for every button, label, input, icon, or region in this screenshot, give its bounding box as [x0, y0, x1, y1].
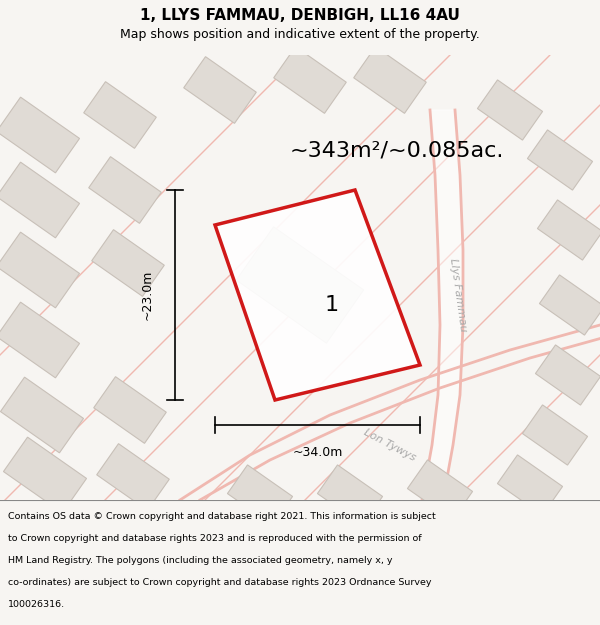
Text: 1: 1	[324, 295, 338, 315]
Text: to Crown copyright and database rights 2023 and is reproduced with the permissio: to Crown copyright and database rights 2…	[8, 534, 422, 543]
Polygon shape	[4, 437, 86, 513]
Polygon shape	[523, 405, 587, 465]
Text: 1, LLYS FAMMAU, DENBIGH, LL16 4AU: 1, LLYS FAMMAU, DENBIGH, LL16 4AU	[140, 8, 460, 23]
Text: Lon Tywys: Lon Tywys	[362, 427, 418, 463]
Text: ~23.0m: ~23.0m	[140, 270, 154, 320]
Polygon shape	[538, 200, 600, 260]
Polygon shape	[422, 110, 463, 500]
Polygon shape	[1, 377, 83, 453]
Polygon shape	[92, 229, 164, 296]
Polygon shape	[497, 455, 563, 515]
Polygon shape	[184, 57, 256, 123]
Polygon shape	[0, 232, 80, 308]
Text: Contains OS data © Crown copyright and database right 2021. This information is : Contains OS data © Crown copyright and d…	[8, 512, 436, 521]
Text: HM Land Registry. The polygons (including the associated geometry, namely x, y: HM Land Registry. The polygons (includin…	[8, 556, 392, 565]
Polygon shape	[227, 465, 293, 525]
Text: ~34.0m: ~34.0m	[292, 446, 343, 459]
Polygon shape	[354, 47, 426, 113]
Polygon shape	[317, 465, 383, 525]
Polygon shape	[94, 377, 166, 443]
Polygon shape	[274, 47, 346, 113]
Polygon shape	[539, 275, 600, 335]
Polygon shape	[535, 345, 600, 405]
Text: 100026316.: 100026316.	[8, 600, 65, 609]
Polygon shape	[0, 302, 80, 378]
Polygon shape	[0, 97, 80, 173]
Text: co-ordinates) are subject to Crown copyright and database rights 2023 Ordnance S: co-ordinates) are subject to Crown copyr…	[8, 578, 431, 587]
Text: ~343m²/~0.085ac.: ~343m²/~0.085ac.	[290, 140, 505, 160]
Polygon shape	[527, 130, 593, 190]
Text: Llys Fammau: Llys Fammau	[448, 258, 468, 332]
Polygon shape	[407, 460, 473, 520]
Polygon shape	[236, 227, 364, 343]
Polygon shape	[84, 82, 156, 148]
Polygon shape	[97, 444, 169, 511]
Polygon shape	[478, 80, 542, 140]
Polygon shape	[89, 157, 161, 223]
Polygon shape	[215, 190, 420, 400]
Polygon shape	[0, 162, 80, 238]
Text: Map shows position and indicative extent of the property.: Map shows position and indicative extent…	[120, 28, 480, 41]
